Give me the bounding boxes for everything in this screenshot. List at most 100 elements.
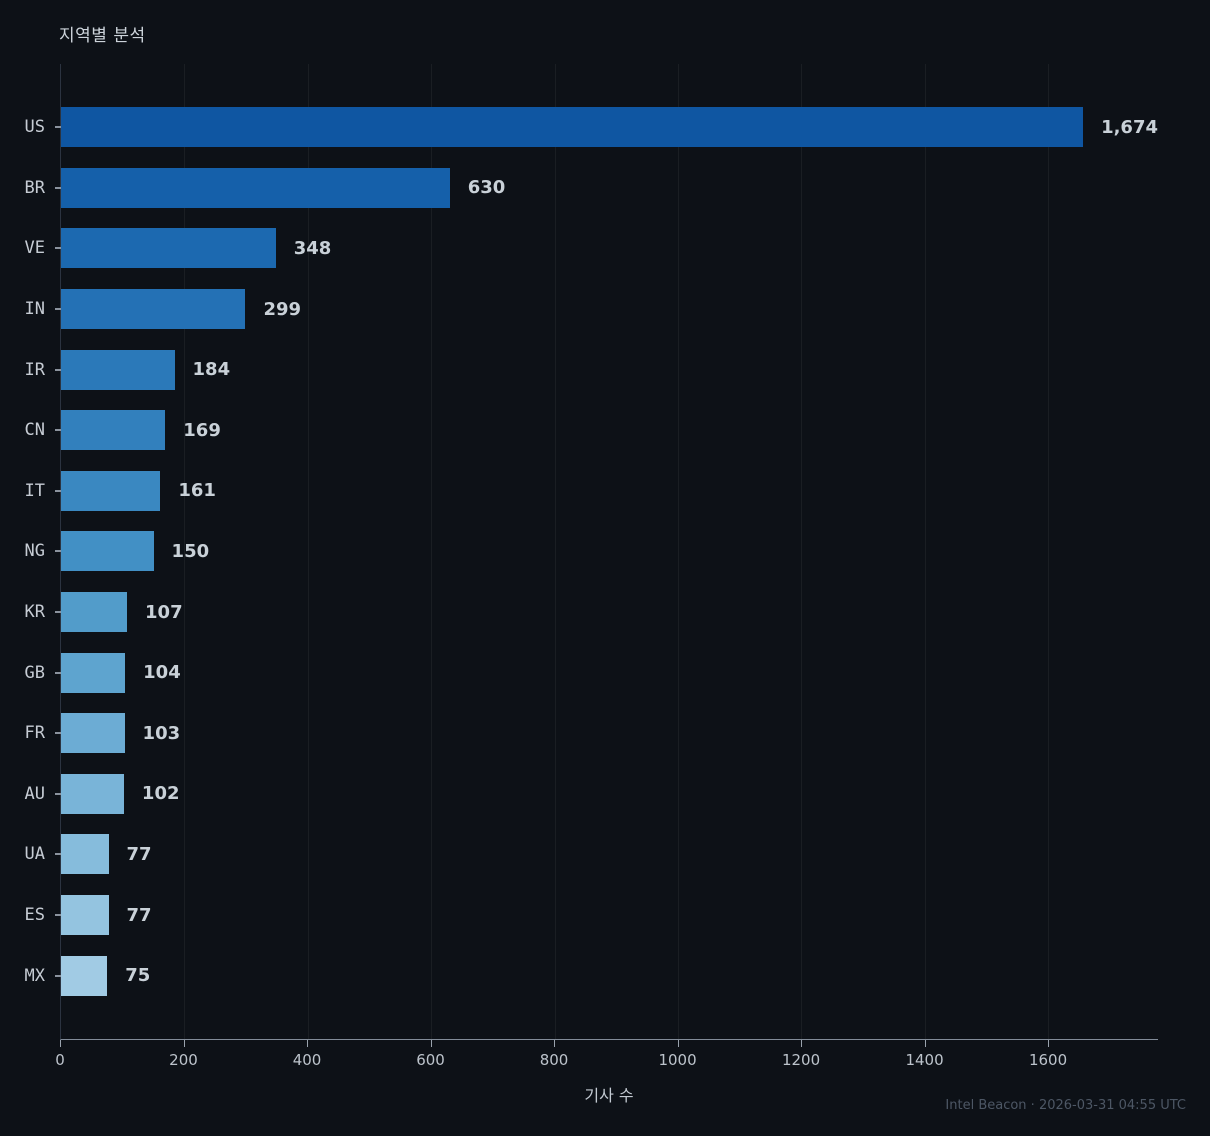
bar-row-VE: VE 348 <box>25 218 1158 279</box>
x-tick-label-1200: 1200 <box>781 1051 821 1069</box>
y-tick-IT <box>55 489 61 492</box>
x-axis-label: 기사 수 <box>584 1086 634 1105</box>
bar-row-ES: ES 77 <box>25 885 1158 946</box>
y-tick-IR <box>55 368 61 371</box>
bar-row-NG: NG 150 <box>25 521 1158 582</box>
bar-ES <box>61 895 109 936</box>
y-label-US: US <box>24 117 45 138</box>
value-label-KR: 107 <box>145 601 183 623</box>
value-label-UA: 77 <box>126 843 152 865</box>
x-tick-mark-600 <box>430 1040 432 1047</box>
y-tick-CN <box>55 429 61 432</box>
x-tick-mark-800 <box>554 1040 556 1047</box>
x-tick-label-1000: 1000 <box>658 1051 697 1069</box>
bar-GB <box>61 652 126 693</box>
y-tick-VE <box>55 247 61 250</box>
y-tick-ES <box>55 914 61 917</box>
bar-row-IN: IN 299 <box>25 279 1158 340</box>
y-label-VE: VE <box>24 238 45 259</box>
y-label-MX: MX <box>24 965 45 986</box>
x-tick-mark-1600 <box>1048 1040 1050 1047</box>
gridline-x-1600 <box>1048 64 1050 1039</box>
footer-attribution: Intel Beacon · 2026-03-31 04:55 UTC <box>945 1098 1186 1113</box>
bar-row-UA: UA 77 <box>25 824 1158 885</box>
value-label-NG: 150 <box>171 540 210 562</box>
y-tick-NG <box>55 550 61 553</box>
y-tick-US <box>55 126 61 129</box>
value-label-MX: 75 <box>125 965 151 987</box>
y-label-UA: UA <box>24 844 45 865</box>
y-label-IN: IN <box>24 299 45 320</box>
chart-title: 지역별 분석 <box>59 26 146 46</box>
bar-row-FR: FR 103 <box>25 703 1158 764</box>
y-label-NG: NG <box>24 541 45 562</box>
value-label-FR: 103 <box>142 722 181 744</box>
bar-row-KR: KR 107 <box>25 582 1158 643</box>
bar-BR <box>61 167 450 208</box>
y-tick-IN <box>55 308 61 311</box>
bar-row-IT: IT 161 <box>25 461 1158 522</box>
y-label-AU: AU <box>24 783 45 804</box>
y-tick-UA <box>55 853 61 856</box>
bar-IR <box>61 349 175 390</box>
bar-row-US: US 1,674 <box>25 97 1158 158</box>
x-tick-mark-0 <box>60 1040 61 1047</box>
x-tick-mark-200 <box>183 1040 185 1047</box>
y-label-CN: CN <box>24 420 45 441</box>
y-tick-GB <box>55 671 61 674</box>
bar-row-CN: CN 169 <box>25 400 1158 461</box>
y-tick-FR <box>55 732 61 735</box>
y-label-ES: ES <box>24 905 45 926</box>
bar-row-IR: IR 184 <box>25 339 1158 400</box>
x-tick-mark-1200 <box>801 1040 803 1047</box>
bar-US <box>61 107 1084 148</box>
value-label-GB: 104 <box>143 662 181 684</box>
bar-KR <box>61 592 128 633</box>
value-label-BR: 630 <box>467 177 506 199</box>
value-label-ES: 77 <box>126 904 152 926</box>
gridline-x-200 <box>184 64 186 1039</box>
x-tick-label-400: 400 <box>292 1051 322 1069</box>
y-label-IT: IT <box>24 480 45 501</box>
value-label-IT: 161 <box>178 480 216 502</box>
y-tick-BR <box>55 186 61 189</box>
value-label-IR: 184 <box>192 359 231 381</box>
gridline-x-1000 <box>677 64 679 1039</box>
value-label-VE: 348 <box>293 237 332 259</box>
bar-row-AU: AU 102 <box>25 764 1158 825</box>
x-tick-mark-400 <box>307 1040 309 1047</box>
bar-VE <box>61 228 276 269</box>
y-label-KR: KR <box>24 602 45 623</box>
y-label-GB: GB <box>24 662 45 683</box>
value-label-US: 1,674 <box>1101 116 1158 138</box>
gridline-x-600 <box>431 64 433 1039</box>
bar-rows: US 1,674 BR 630 VE 348 IN 299 IR 184 CN 169 IT 161 NG 1… <box>25 64 1158 1039</box>
value-label-CN: 169 <box>183 419 221 441</box>
y-tick-KR <box>55 611 61 614</box>
bar-CN <box>61 410 166 451</box>
x-tick-label-1400: 1400 <box>905 1051 944 1069</box>
gridline-x-800 <box>554 64 556 1039</box>
bar-IN <box>61 289 246 330</box>
x-tick-mark-1000 <box>677 1040 679 1047</box>
bar-UA <box>61 834 109 875</box>
gridline-x-400 <box>307 64 309 1039</box>
gridline-x-1200 <box>801 64 803 1039</box>
x-tick-label-0: 0 <box>55 1051 65 1069</box>
y-tick-AU <box>55 792 61 795</box>
bar-FR <box>61 713 125 754</box>
x-tick-label-200: 200 <box>169 1051 198 1069</box>
gridline-x-1400 <box>924 64 926 1039</box>
y-label-IR: IR <box>24 359 45 380</box>
x-tick-label-800: 800 <box>539 1051 569 1069</box>
y-label-FR: FR <box>24 723 45 744</box>
bar-row-BR: BR 630 <box>25 158 1158 219</box>
y-tick-MX <box>55 974 61 977</box>
x-tick-mark-1400 <box>924 1040 926 1047</box>
value-label-IN: 299 <box>263 298 302 320</box>
plot-area: US 1,674 BR 630 VE 348 IN 299 IR 184 CN 169 IT 161 NG 1… <box>25 64 1158 1040</box>
value-label-AU: 102 <box>141 783 180 805</box>
bar-MX <box>61 955 108 996</box>
bar-IT <box>61 470 161 511</box>
